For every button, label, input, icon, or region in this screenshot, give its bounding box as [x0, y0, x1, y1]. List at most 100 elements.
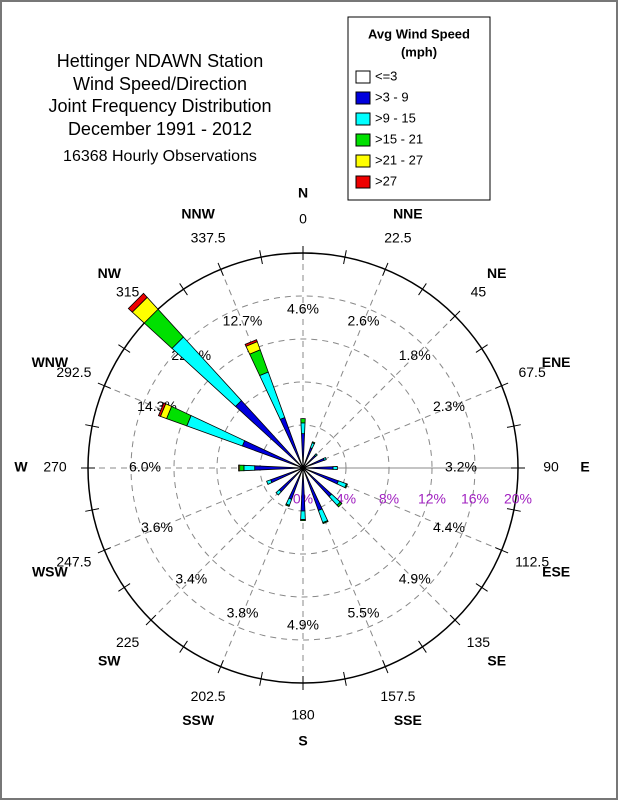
legend-swatch [355, 70, 371, 84]
r-tick-label: 12% [418, 491, 446, 507]
legend-box [347, 16, 491, 201]
legend: Avg Wind Speed (mph) <=3 >3 - 9 >9 - 15 >15… [347, 16, 491, 201]
direction-name: NE [487, 265, 506, 281]
legend-label: >3 - 9 [375, 89, 409, 104]
legend-swatch [355, 133, 371, 147]
direction-degree: 270 [43, 459, 67, 475]
direction-name: NNW [181, 206, 215, 222]
direction-degree: 180 [291, 707, 315, 723]
legend-label: >21 - 27 [375, 152, 423, 167]
direction-total: 4.4% [433, 519, 465, 535]
legend-label: <=3 [375, 68, 397, 83]
direction-name: SSE [394, 712, 422, 728]
wedge [275, 489, 282, 496]
spoke [302, 385, 502, 469]
direction-name: ESE [542, 564, 570, 580]
direction-name: WSW [32, 564, 69, 580]
legend-swatch [355, 175, 371, 189]
r-tick-label: 20% [504, 491, 532, 507]
wedge [300, 510, 306, 520]
direction-total: 2.6% [348, 313, 380, 329]
direction-degree: 157.5 [380, 688, 415, 704]
wedge [336, 501, 343, 508]
wedge [300, 422, 306, 435]
direction-total: 3.4% [175, 570, 207, 586]
spoke [302, 269, 386, 469]
direction-total: 4.9% [399, 570, 431, 586]
direction-total: 4.9% [287, 617, 319, 633]
legend-swatch [355, 154, 371, 168]
r-tick-label: 16% [461, 491, 489, 507]
title-line: December 1991 - 2012 [68, 119, 252, 139]
direction-name: W [14, 459, 28, 475]
direction-degree: 112.5 [515, 554, 549, 570]
legend-title: (mph) [401, 44, 437, 59]
wedge [311, 441, 316, 445]
wedge [300, 418, 306, 424]
wedge [243, 464, 256, 472]
grid-ring [216, 381, 390, 555]
wedge [266, 479, 273, 485]
direction-total: 1.8% [399, 347, 431, 363]
r-tick-label: 8% [379, 491, 399, 507]
direction-degree: 22.5 [384, 230, 411, 246]
direction-name: NW [98, 265, 122, 281]
wedge [127, 292, 148, 313]
direction-degree: 315 [116, 283, 140, 299]
outer-ring [87, 252, 519, 684]
direction-degree: 90 [543, 459, 559, 475]
wedge [300, 519, 306, 522]
direction-name: SW [98, 652, 121, 668]
legend-label: >9 - 15 [375, 110, 416, 125]
direction-total: 12.7% [223, 313, 263, 329]
direction-name: S [298, 733, 307, 749]
direction-name: N [298, 185, 308, 201]
wedge [238, 464, 241, 472]
wedge [314, 453, 318, 457]
direction-degree: 135 [467, 634, 491, 650]
wedge [285, 503, 290, 507]
direction-total: 2.3% [433, 398, 465, 414]
direction-degree: 45 [471, 283, 487, 299]
grid-ring [130, 295, 476, 641]
direction-total: 6.0% [129, 459, 161, 475]
spoke [302, 315, 456, 469]
direction-total: 3.2% [445, 459, 477, 475]
direction-name: E [580, 459, 589, 475]
direction-name: NNE [393, 206, 423, 222]
direction-degree: 67.5 [518, 364, 545, 380]
grid-ring [173, 338, 433, 598]
direction-degree: 0 [299, 211, 307, 227]
wedge [157, 402, 167, 417]
title-line: Wind Speed/Direction [73, 74, 247, 94]
direction-degree: 292.5 [56, 364, 91, 380]
legend-swatch [355, 112, 371, 126]
direction-total: 5.5% [348, 605, 380, 621]
titles: Hettinger NDAWN Station Wind Speed/Direc… [48, 51, 271, 165]
direction-degree: 247.5 [56, 554, 91, 570]
legend-title: Avg Wind Speed [368, 26, 470, 41]
direction-total: 3.8% [227, 605, 259, 621]
direction-degree: 202.5 [191, 688, 226, 704]
direction-degree: 225 [116, 634, 140, 650]
direction-total: 4.6% [287, 301, 319, 317]
wedge [332, 466, 338, 470]
wedge [344, 483, 349, 489]
wedge [322, 520, 329, 525]
direction-name: WNW [32, 354, 69, 370]
title-line: Joint Frequency Distribution [48, 96, 271, 116]
wedge [239, 464, 245, 472]
legend-label: >27 [375, 173, 397, 188]
direction-name: ENE [542, 354, 571, 370]
direction-degree: 337.5 [191, 230, 226, 246]
wedge [244, 339, 258, 347]
legend-swatch [355, 91, 371, 105]
wedge [322, 456, 327, 461]
direction-total: 3.6% [141, 519, 173, 535]
title-line: Hettinger NDAWN Station [57, 51, 263, 71]
direction-name: SSW [182, 712, 215, 728]
legend-label: >15 - 21 [375, 131, 423, 146]
direction-name: SE [487, 652, 506, 668]
